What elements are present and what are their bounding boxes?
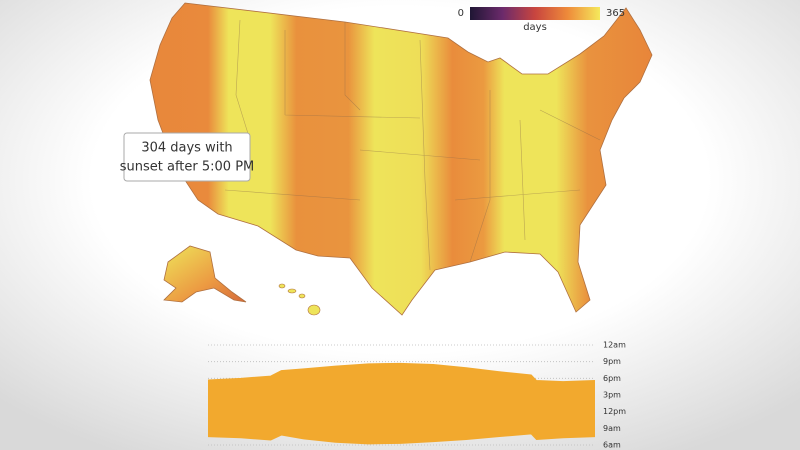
tooltip-box [123, 132, 251, 182]
alaska [163, 245, 247, 303]
y-tick-label: 3pm [603, 391, 621, 400]
tooltip: 304 days with sunset after 5:00 PM [120, 132, 255, 182]
state-borders [224, 19, 601, 271]
legend-max: 365 [606, 8, 625, 19]
y-tick-label: 12pm [603, 407, 626, 416]
y-tick-label: 6am [603, 441, 621, 450]
contiguous-us [149, 2, 653, 316]
sunrise-line [207, 433, 596, 445]
tooltip-line: 304 days with [141, 141, 232, 156]
y-tick-label: 6pm [603, 374, 621, 383]
y-tick-label: 9pm [603, 357, 621, 366]
color-legend: 0 365 days [458, 7, 625, 33]
hawaii [278, 283, 321, 316]
y-tick-label: 12am [603, 341, 626, 350]
legend-min: 0 [458, 8, 464, 19]
tooltip-line: sunset after 5:00 PM [120, 160, 255, 175]
legend-title: days [523, 22, 547, 33]
y-tick-label: 9am [603, 424, 621, 433]
sunset-line [207, 362, 596, 383]
daylight-chart: 12am 9pm 6pm 3pm 12pm 9am 6am [207, 341, 626, 450]
legend-bar [470, 7, 600, 20]
daylight-band [208, 363, 595, 444]
